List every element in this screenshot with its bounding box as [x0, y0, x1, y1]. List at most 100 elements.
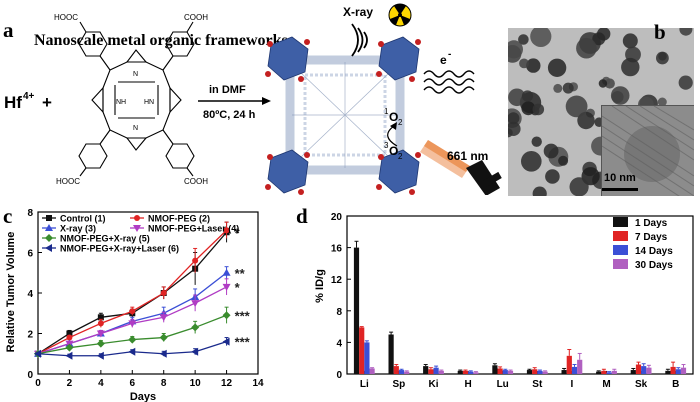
y-tick-label: 12 — [331, 275, 343, 286]
tem-nanoparticle — [577, 111, 595, 130]
tem-nanoparticle — [622, 33, 638, 49]
legend-label: NMOF-PEG (2) — [148, 214, 210, 224]
panel-d-letter: d — [296, 204, 308, 228]
data-point — [97, 320, 104, 327]
data-point — [128, 320, 137, 328]
electron-wave-icon — [423, 70, 475, 94]
oxygen-conversion-arrowhead — [390, 122, 397, 130]
legend-marker — [133, 225, 141, 232]
bar — [571, 366, 578, 374]
tem-nanoparticle — [521, 90, 534, 102]
data-point — [159, 314, 168, 322]
y-tick-label: 0 — [336, 370, 342, 381]
bar — [353, 247, 360, 374]
electron-label: e — [440, 53, 447, 67]
legend-marker — [45, 234, 53, 242]
legend-label: 14 Days — [635, 246, 673, 257]
y-tick-label: 16 — [331, 244, 343, 255]
radiation-icon — [388, 3, 412, 27]
category-label: I — [571, 379, 574, 390]
tem-nanoparticle — [521, 151, 542, 172]
panel-a-letter: a — [3, 18, 14, 42]
tem-nanoparticle — [518, 34, 529, 45]
y-tick-label: 8 — [27, 208, 33, 219]
y-tick-label: 20 — [331, 212, 343, 223]
legend-label: X-ray (3) — [60, 224, 96, 234]
bar — [404, 371, 410, 374]
bar — [388, 334, 394, 374]
data-point — [222, 268, 231, 276]
y-tick-label: 6 — [27, 249, 33, 260]
legend-swatch — [613, 245, 628, 255]
bar — [428, 369, 434, 374]
legend-marker — [46, 215, 52, 221]
bar — [393, 366, 399, 374]
panel-a-schematic: Hf 4+ + HOOC COOH HOOC COOH NH HN N N — [4, 3, 502, 195]
tumor-volume-chart: Relative Tumor Volume Days 0 2 4 6 8 10 12 14 0 2… — [5, 208, 264, 402]
hf-charge: 4+ — [23, 91, 35, 102]
bar — [577, 359, 583, 374]
bar — [675, 369, 681, 374]
cooh-label-topright: COOH — [184, 13, 208, 22]
tem-nanoparticle — [547, 58, 567, 77]
category-label: Lu — [497, 379, 509, 390]
tem-image — [508, 28, 694, 196]
tem-nanoparticle — [678, 75, 693, 90]
n-label-top: N — [133, 71, 138, 78]
singlet-oxygen-sup: 1 — [384, 107, 389, 116]
category-label: B — [672, 379, 679, 390]
bar — [670, 366, 676, 374]
data-point — [65, 351, 73, 360]
data-point — [192, 257, 199, 264]
bar — [457, 370, 463, 374]
singlet-oxygen-label: O — [389, 110, 398, 124]
legend-swatch — [613, 259, 628, 269]
tem-nanoparticle — [532, 103, 545, 116]
x-tick-label: 0 — [35, 378, 41, 389]
legend-swatch — [613, 217, 628, 227]
tem-nanoparticle — [526, 58, 541, 73]
data-point — [96, 339, 105, 348]
data-point — [66, 330, 73, 337]
x-tick-label: 12 — [221, 378, 233, 389]
reaction-conditions: 80ºC, 24 h — [203, 109, 256, 121]
category-label: H — [464, 379, 471, 390]
data-point — [65, 343, 74, 352]
biodistribution-chart: % ID/g 0 4 8 12 16 20 Li Sp Ki H Lu St I M Sk B 1 Days 7 … — [314, 212, 694, 390]
panel-b-letter: b — [654, 20, 666, 44]
bar — [566, 355, 572, 374]
laser-beam-icon — [420, 140, 470, 178]
tumor-chart-ylabel: Relative Tumor Volume — [5, 232, 17, 353]
cooh-label-topleft: HOOC — [54, 13, 78, 22]
data-point — [191, 323, 200, 332]
xray-waves-icon — [351, 23, 368, 57]
bar — [601, 370, 607, 374]
data-point — [160, 290, 167, 296]
legend-swatch — [613, 231, 628, 241]
legend-marker — [45, 244, 52, 252]
triplet-oxygen-sup: 3 — [384, 141, 389, 150]
category-label: St — [532, 379, 543, 390]
bar — [635, 364, 642, 374]
legend-marker — [134, 215, 140, 221]
data-point — [97, 314, 104, 321]
bar — [398, 370, 405, 374]
y-tick-label: 4 — [336, 338, 342, 349]
bar — [423, 366, 429, 374]
data-point — [159, 349, 167, 358]
triplet-oxygen-label: O — [389, 144, 398, 158]
tem-nanoparticles — [508, 28, 694, 196]
category-label: Sk — [635, 379, 648, 390]
tem-nanoparticle — [562, 82, 574, 94]
x-tick-label: 8 — [161, 378, 167, 389]
bar — [630, 370, 636, 374]
tem-nanoparticle — [610, 86, 630, 105]
bar — [468, 371, 474, 374]
tem-nanoparticle — [545, 169, 560, 184]
bar — [502, 370, 508, 374]
category-label: M — [602, 379, 610, 390]
laser-pointer-icon — [466, 160, 502, 195]
data-point — [34, 349, 41, 358]
data-point — [222, 283, 231, 291]
legend-label: 1 Days — [635, 218, 668, 229]
